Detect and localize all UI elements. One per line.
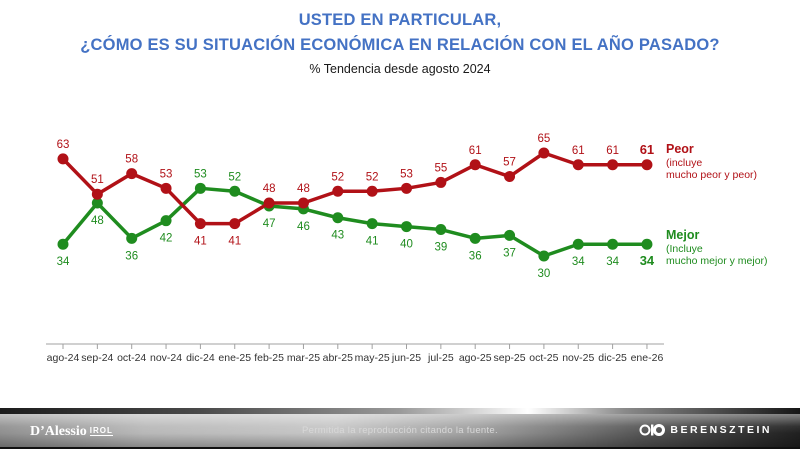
trend-line-chart: ago-24 sep-24 oct-24 nov-24 dic-24 ene-25 feb-… [46,133,664,364]
chart-header: USTED EN PARTICULAR, ¿CÓMO ES SU SITUACI… [0,8,800,76]
svg-text:63: 63 [57,139,70,151]
legend-peor: Peor (incluye mucho peor y peor) [666,143,798,181]
legend-peor-title: Peor [666,142,694,156]
svg-text:61: 61 [572,145,585,157]
page-title-line2: ¿CÓMO ES SU SITUACIÓN ECONÓMICA EN RELAC… [80,36,720,54]
svg-text:41: 41 [366,236,379,248]
svg-text:abr-25: abr-25 [323,352,354,364]
svg-text:46: 46 [297,221,310,233]
svg-text:47: 47 [263,218,276,230]
svg-text:dic-25: dic-25 [598,352,627,364]
legend-mejor-sub1: (Incluye [666,243,703,255]
svg-text:57: 57 [503,157,516,169]
berensztein-logo-text: BERENSZTEIN [670,424,772,436]
svg-text:52: 52 [331,171,344,183]
svg-text:36: 36 [469,250,482,262]
irol-logo-text: IROL [89,426,113,436]
chart-subtitle: % Tendencia desde agosto 2024 [309,62,491,76]
svg-text:39: 39 [434,242,447,254]
svg-text:34: 34 [572,256,585,268]
svg-text:52: 52 [228,171,241,183]
legend-mejor: Mejor (Incluye mucho mejor y mejor) [666,229,798,267]
svg-text:may-25: may-25 [355,352,390,364]
svg-text:30: 30 [538,268,551,280]
svg-text:oct-24: oct-24 [117,352,146,364]
svg-text:ene-26: ene-26 [631,352,664,364]
svg-text:48: 48 [263,183,276,195]
legend-peor-sub2: mucho peor y peor) [666,169,758,181]
svg-text:61: 61 [606,145,619,157]
svg-text:53: 53 [400,168,413,180]
footer-disclaimer-text: Permitida la reproducción citando la fue… [302,425,498,436]
page-title-line1: USTED EN PARTICULAR, [298,11,502,29]
footer-metal-bar: D’Alessio IROL Permitida la reproducción … [0,414,800,449]
legend-mejor-sub2: mucho mejor y mejor) [666,255,768,267]
svg-text:61: 61 [469,145,482,157]
svg-text:52: 52 [366,171,379,183]
footer-shine-strip [0,408,800,414]
svg-text:feb-25: feb-25 [254,352,284,364]
svg-text:53: 53 [194,168,207,180]
svg-text:dic-24: dic-24 [186,352,215,364]
svg-text:34: 34 [606,256,619,268]
svg-text:53: 53 [160,168,173,180]
svg-text:ene-25: ene-25 [218,352,251,364]
svg-text:jun-25: jun-25 [391,352,421,364]
svg-text:43: 43 [331,230,344,242]
svg-text:65: 65 [538,133,551,145]
svg-text:61: 61 [640,142,654,157]
svg-text:ago-24: ago-24 [47,352,80,364]
berensztein-logo: BERENSZTEIN [639,423,772,437]
dalessio-logo-text: D’Alessio [30,424,87,439]
svg-text:sep-24: sep-24 [81,352,113,364]
svg-text:sep-25: sep-25 [493,352,525,364]
svg-text:nov-24: nov-24 [150,352,182,364]
svg-text:mar-25: mar-25 [287,352,320,364]
svg-text:41: 41 [228,236,241,248]
svg-text:34: 34 [640,253,655,268]
svg-text:48: 48 [91,215,104,227]
svg-text:ago-25: ago-25 [459,352,492,364]
svg-text:37: 37 [503,247,516,259]
svg-text:48: 48 [297,183,310,195]
dalessio-irol-logo: D’Alessio IROL [30,422,113,440]
svg-text:41: 41 [194,236,207,248]
svg-text:51: 51 [91,174,104,186]
svg-text:nov-25: nov-25 [562,352,594,364]
svg-text:40: 40 [400,239,413,251]
svg-text:jul-25: jul-25 [427,352,454,364]
svg-text:36: 36 [125,250,138,262]
svg-text:42: 42 [160,233,173,245]
berensztein-logo-icon [639,424,666,436]
footer-bar: D’Alessio IROL Permitida la reproducción … [0,408,800,449]
svg-text:58: 58 [125,154,138,166]
svg-text:oct-25: oct-25 [529,352,558,364]
svg-text:34: 34 [57,256,70,268]
legend-mejor-title: Mejor [666,228,700,242]
legend-peor-sub1: (incluye [666,157,703,169]
svg-text:55: 55 [434,162,447,174]
